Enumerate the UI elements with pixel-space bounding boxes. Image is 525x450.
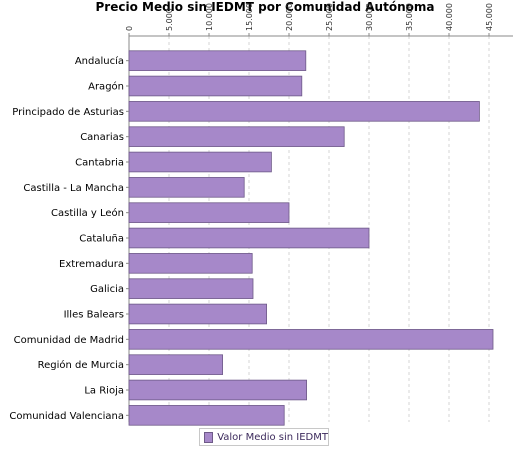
category-label: Extremadura bbox=[59, 259, 124, 270]
legend-swatch bbox=[204, 431, 214, 443]
category-label: Cantabria bbox=[75, 158, 124, 169]
bar bbox=[128, 379, 308, 401]
x-tick-label: 35.000 bbox=[405, 3, 414, 31]
x-tick-label: 20.000 bbox=[285, 3, 294, 31]
x-tick-label: 30.000 bbox=[365, 3, 374, 31]
category-label: Galicia bbox=[90, 284, 124, 295]
bar bbox=[128, 303, 268, 325]
x-tick-label: 25.000 bbox=[325, 3, 334, 31]
bar bbox=[128, 177, 245, 198]
bar bbox=[128, 329, 494, 350]
category-label: Castilla y León bbox=[51, 207, 124, 219]
chart-title: Precio Medio sin IEDMT por Comunidad Aut… bbox=[95, 0, 435, 14]
bar bbox=[128, 126, 345, 147]
bar bbox=[128, 101, 480, 122]
bar bbox=[128, 151, 272, 173]
legend: Valor Medio sin IEDMT bbox=[199, 428, 329, 446]
category-label: Cataluña bbox=[79, 234, 124, 245]
legend-label: Valor Medio sin IEDMT bbox=[217, 431, 328, 443]
bar bbox=[128, 202, 290, 223]
bar bbox=[128, 50, 307, 71]
category-label: Principado de Asturias bbox=[12, 107, 124, 118]
x-tick-label: 45.000 bbox=[485, 3, 494, 31]
category-label: Aragón bbox=[88, 81, 124, 93]
x-tick-label: 0 bbox=[125, 26, 134, 31]
category-label: Comunidad Valenciana bbox=[9, 411, 124, 422]
category-label: Andalucía bbox=[75, 55, 124, 67]
x-tick-label: 40.000 bbox=[445, 3, 454, 31]
bar bbox=[128, 227, 370, 249]
category-label: Comunidad de Madrid bbox=[14, 335, 124, 346]
x-tick-label: 15.000 bbox=[245, 3, 254, 31]
bar bbox=[128, 253, 253, 274]
bar bbox=[128, 354, 223, 375]
category-label: Illes Balears bbox=[64, 310, 124, 321]
category-label: La Rioja bbox=[84, 386, 124, 397]
x-tick-label: 5.000 bbox=[165, 8, 174, 31]
bar bbox=[128, 75, 303, 97]
x-tick-label: 10.000 bbox=[205, 3, 214, 31]
category-label: Canarias bbox=[80, 132, 124, 143]
bar bbox=[128, 405, 285, 426]
category-label: Región de Murcia bbox=[38, 359, 124, 371]
category-label: Castilla - La Mancha bbox=[23, 183, 124, 194]
bar bbox=[128, 278, 254, 299]
